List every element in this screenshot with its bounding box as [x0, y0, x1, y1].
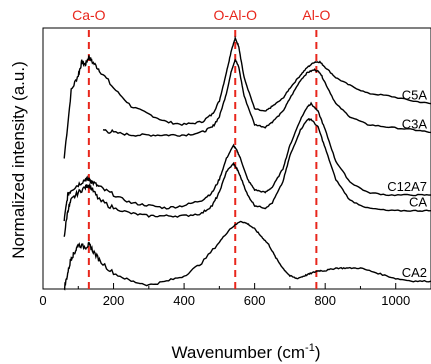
series-label-c12a7: C12A7	[387, 179, 427, 194]
reference-lines: Ca-O O-Al-O Al-O	[72, 7, 330, 289]
series-line-c3a	[102, 58, 431, 137]
x-tick-label: 400	[173, 293, 195, 308]
series-line-ca2	[63, 220, 431, 291]
series-line-c5a	[63, 35, 431, 159]
series-label-ca: CA	[409, 195, 427, 210]
x-tick-label: 1000	[381, 293, 410, 308]
x-axis-label: Wavenumber (cm-1)	[172, 342, 321, 362]
reference-label: Al-O	[302, 7, 330, 23]
series-label-c5a: C5A	[402, 88, 428, 103]
reference-label: Ca-O	[72, 7, 106, 23]
series-label-c3a: C3A	[402, 116, 428, 131]
series-line-c12a7	[63, 101, 431, 222]
reference-label: O-Al-O	[213, 7, 257, 23]
x-axis-ticks: 0 200 400 600 800 1000	[39, 283, 431, 308]
x-tick-label: 200	[103, 293, 125, 308]
x-tick-label: 800	[314, 293, 336, 308]
series-label-ca2: CA2	[402, 265, 427, 280]
x-tick-label: 600	[244, 293, 266, 308]
series-lines	[63, 35, 431, 291]
plot-frame	[42, 27, 431, 290]
series-line-ca	[63, 118, 431, 237]
x-tick-label: 0	[39, 293, 46, 308]
y-axis-label: Normalized intensity (a.u.)	[9, 61, 28, 258]
